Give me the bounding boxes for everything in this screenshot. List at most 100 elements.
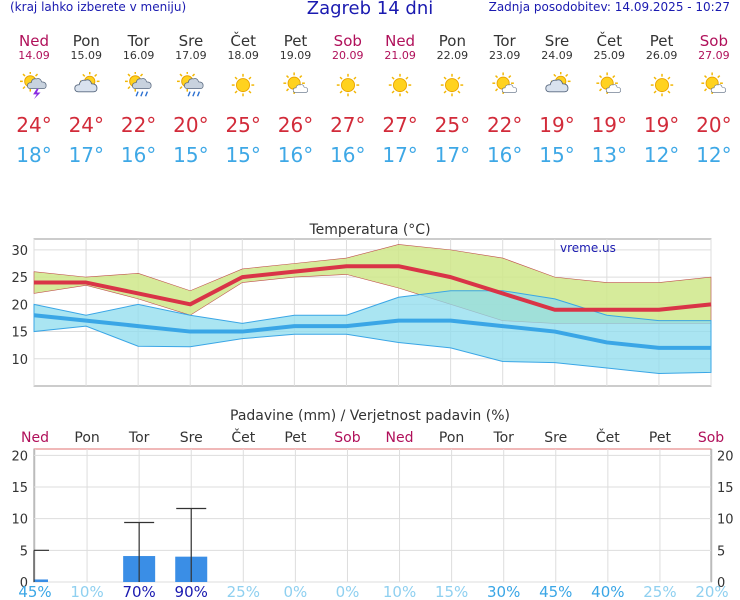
day-date: 14.09 bbox=[18, 49, 50, 62]
precipitation-chart-title: Padavine (mm) / Verjetnost padavin (%) bbox=[230, 408, 510, 424]
max-temperature: 27° bbox=[330, 113, 366, 137]
max-temperature: 26° bbox=[277, 113, 314, 137]
sun-icon bbox=[388, 73, 412, 97]
sun-small-cloud-icon bbox=[701, 72, 726, 94]
sun-small-cloud-icon bbox=[492, 72, 517, 94]
day-date: 21.09 bbox=[384, 49, 416, 62]
precipitation-tick-label-left: 20 bbox=[11, 449, 28, 464]
min-temperature: 16° bbox=[486, 143, 523, 167]
sun-small-cloud-icon bbox=[282, 72, 308, 94]
precipitation-day-label: Pon bbox=[74, 430, 99, 446]
day-name: Ned bbox=[385, 32, 416, 50]
precipitation-tick-label-left: 15 bbox=[11, 481, 28, 496]
precipitation-probability: 0% bbox=[336, 583, 360, 600]
cloud-sun-icon bbox=[74, 72, 100, 93]
precipitation-probability: 45% bbox=[539, 583, 572, 600]
max-temperature: 22° bbox=[486, 113, 523, 137]
day-name: Ned bbox=[19, 32, 49, 50]
precipitation-tick-label-left: 10 bbox=[11, 513, 28, 528]
precipitation-tick-label-right: 5 bbox=[717, 544, 725, 559]
max-temperature: 25° bbox=[434, 113, 471, 137]
precipitation-day-label: Tor bbox=[492, 430, 514, 446]
min-temperature: 16° bbox=[120, 143, 157, 167]
precipitation-tick-label-left: 5 bbox=[20, 544, 28, 559]
precipitation-probability: 20% bbox=[695, 583, 728, 600]
precipitation-day-label: Sob bbox=[334, 430, 360, 446]
min-temperature: 12° bbox=[696, 143, 732, 167]
min-temperature: 18° bbox=[16, 143, 52, 167]
precipitation-day-label: Sob bbox=[698, 430, 724, 446]
min-temperature: 17° bbox=[434, 143, 471, 167]
day-name: Sre bbox=[178, 32, 204, 50]
page-title: Zagreb 14 dni bbox=[306, 0, 434, 19]
precipitation-probability: 70% bbox=[122, 583, 155, 600]
day-name: Čet bbox=[230, 32, 256, 50]
precipitation-day-label: Pet bbox=[284, 430, 307, 446]
precipitation-tick-label-right: 15 bbox=[717, 481, 734, 496]
min-temperature: 15° bbox=[539, 143, 575, 167]
precipitation-probability: 10% bbox=[70, 583, 103, 600]
precipitation-day-label: Ned bbox=[386, 430, 414, 446]
day-name: Sob bbox=[699, 32, 728, 50]
temperature-tick-label: 10 bbox=[11, 353, 28, 368]
max-temperature: 24° bbox=[16, 113, 52, 137]
min-temperature: 16° bbox=[277, 143, 314, 167]
last-update: Zadnja posodobitev: 14.09.2025 - 10:27 bbox=[488, 0, 730, 14]
day-name: Čet bbox=[596, 32, 623, 50]
day-name: Sob bbox=[333, 32, 362, 50]
precipitation-probability: 30% bbox=[487, 583, 520, 600]
precipitation-day-label: Tor bbox=[128, 430, 150, 446]
precipitation-day-label: Sre bbox=[544, 430, 567, 446]
precipitation-bar bbox=[34, 579, 48, 582]
day-date: 22.09 bbox=[436, 49, 469, 62]
day-name: Pet bbox=[649, 32, 674, 50]
precipitation-probability: 25% bbox=[643, 583, 676, 600]
day-date: 20.09 bbox=[332, 49, 364, 62]
day-date: 19.09 bbox=[279, 49, 312, 62]
min-temperature-line bbox=[33, 313, 711, 350]
max-temperature-line bbox=[34, 264, 712, 312]
max-temperature: 25° bbox=[225, 113, 261, 137]
day-date: 16.09 bbox=[122, 49, 155, 62]
location-hint: (kraj lahko izberete v meniju) bbox=[10, 0, 187, 14]
min-temperature: 17° bbox=[68, 143, 105, 167]
precipitation-tick-label-right: 0 bbox=[717, 576, 725, 591]
min-temperature: 15° bbox=[225, 143, 261, 167]
max-temperature: 22° bbox=[120, 113, 157, 137]
day-date: 15.09 bbox=[70, 49, 103, 62]
temperature-tick-label: 20 bbox=[11, 298, 28, 313]
precipitation-day-label: Pet bbox=[649, 430, 672, 446]
precipitation-day-label: Sre bbox=[180, 430, 203, 446]
sun-cloud-rain-icon bbox=[124, 72, 152, 97]
day-date: 18.09 bbox=[227, 49, 259, 62]
day-date: 24.09 bbox=[541, 49, 573, 62]
min-temperature: 16° bbox=[330, 143, 366, 167]
precipitation-probability: 15% bbox=[435, 583, 468, 600]
precipitation-day-label: Pon bbox=[439, 430, 464, 446]
day-name: Pon bbox=[72, 32, 100, 50]
precipitation-probability: 90% bbox=[175, 583, 208, 600]
max-temperature: 19° bbox=[643, 113, 680, 137]
sun-icon bbox=[336, 73, 359, 97]
precipitation-probability: 0% bbox=[283, 583, 307, 600]
daily-forecast-strip: Ned 14.09 24° 18° Pon 15.09 24° 17° Tor 16.09 22° 1… bbox=[0, 0, 740, 170]
precipitation-probability: 25% bbox=[227, 583, 260, 600]
max-temperature: 24° bbox=[68, 113, 105, 137]
day-date: 23.09 bbox=[488, 49, 521, 62]
precipitation-tick-label-right: 10 bbox=[717, 513, 734, 528]
min-temperature: 13° bbox=[591, 143, 628, 167]
day-name: Tor bbox=[127, 32, 150, 50]
sun-icon bbox=[650, 73, 673, 97]
sun-cloud-rain-icon bbox=[176, 72, 204, 97]
min-temperature: 17° bbox=[382, 143, 418, 167]
temperature-tick-label: 15 bbox=[11, 326, 28, 341]
max-temperature: 20° bbox=[696, 113, 732, 137]
max-temperature: 19° bbox=[591, 113, 628, 137]
precipitation-probability: 10% bbox=[383, 583, 416, 600]
min-temperature-range-band bbox=[33, 290, 712, 374]
day-name: Pet bbox=[283, 32, 308, 50]
watermark: vreme.us bbox=[560, 241, 616, 255]
day-date: 17.09 bbox=[175, 49, 207, 62]
day-date: 27.09 bbox=[698, 49, 730, 62]
day-name: Pon bbox=[438, 32, 466, 50]
